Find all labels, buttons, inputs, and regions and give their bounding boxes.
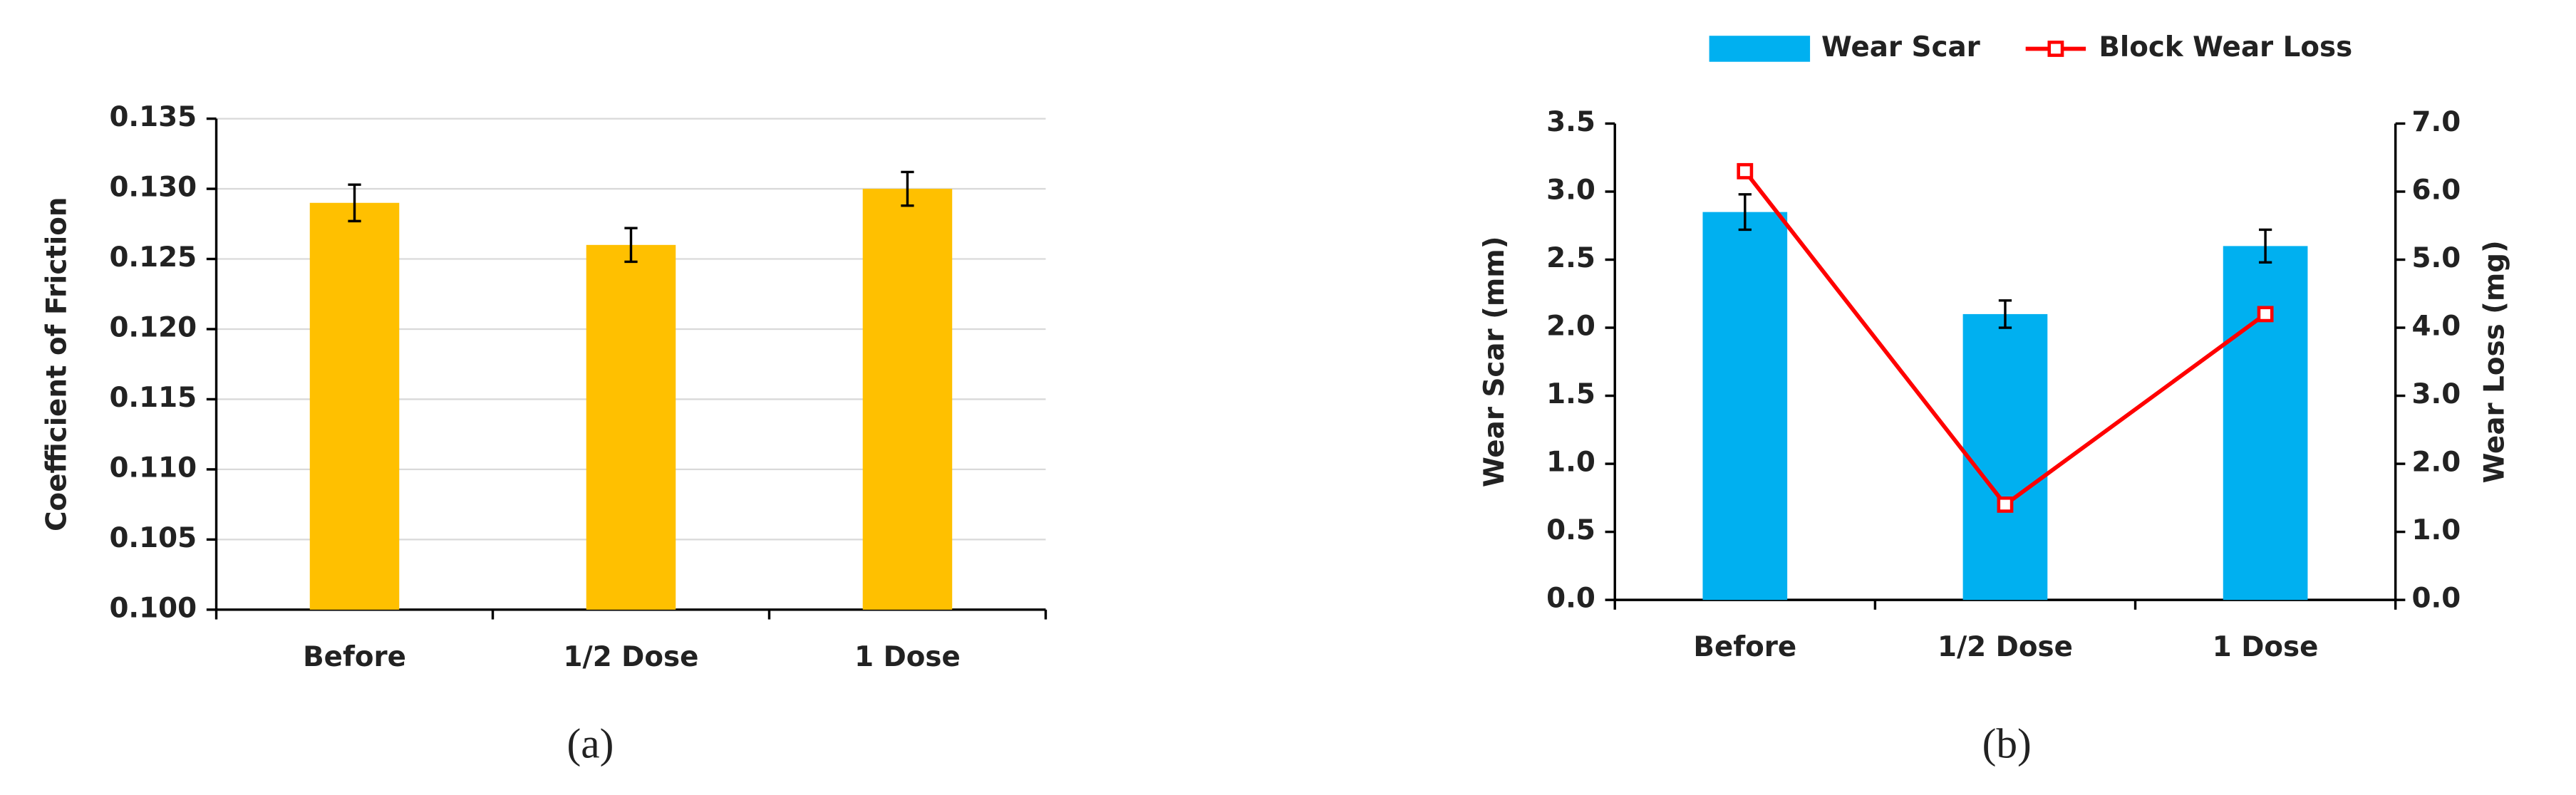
y-tick-label: 1.5 <box>1546 378 1595 410</box>
y-tick-label: 0.130 <box>109 172 197 204</box>
x-tick-label: 1 Dose <box>2213 631 2319 663</box>
x-tick-label: 1/2 Dose <box>564 641 699 673</box>
bar <box>2223 246 2308 601</box>
y2-tick-label: 0.0 <box>2412 583 2461 615</box>
y-tick-label: 2.5 <box>1546 242 1595 274</box>
bar <box>1702 212 1788 601</box>
legend-marker <box>2047 41 2064 57</box>
y-tick-label: 0.120 <box>109 311 197 343</box>
legend-label: Block Wear Loss <box>2099 31 2352 63</box>
error-bar <box>348 183 361 223</box>
y-tick-label: 0.125 <box>109 241 197 274</box>
y2-tick-label: 4.0 <box>2412 311 2461 343</box>
caption: (b) <box>1982 719 2032 767</box>
y2-tick-label: 5.0 <box>2412 242 2461 274</box>
x-tick-label: Before <box>303 641 406 673</box>
error-bar <box>1998 299 2012 329</box>
legend-swatch <box>1709 36 1811 62</box>
legend-label: Wear Scar <box>1821 31 1981 63</box>
y2-tick-label: 3.0 <box>2412 378 2461 410</box>
x-tick-label: 1/2 Dose <box>1938 631 2073 663</box>
y-tick-label: 0.115 <box>109 382 197 414</box>
y2-tick-label: 6.0 <box>2412 174 2461 206</box>
error-bar <box>624 227 638 264</box>
caption: (a) <box>567 719 614 767</box>
y-tick-label: 1.0 <box>1546 447 1595 479</box>
y-tick-label: 3.5 <box>1546 106 1595 138</box>
y-tick-label: 0.5 <box>1546 514 1595 546</box>
y2-axis-label: Wear Loss (mg) <box>2479 240 2511 483</box>
line-marker <box>1737 162 1754 180</box>
y-tick-label: 0.105 <box>109 522 197 554</box>
error-bar <box>2258 228 2272 264</box>
y2-tick-label: 7.0 <box>2412 106 2461 138</box>
line-marker <box>2257 306 2274 323</box>
x-tick-label: Before <box>1693 631 1796 663</box>
background <box>13 0 2563 795</box>
y-tick-label: 0.110 <box>109 452 197 484</box>
y-tick-label: 3.0 <box>1546 174 1595 206</box>
error-bar <box>1738 193 1752 232</box>
x-tick-label: 1 Dose <box>854 641 961 673</box>
y-tick-label: 0.135 <box>109 101 197 133</box>
y-axis-label: Wear Scar (mm) <box>1479 237 1511 487</box>
y-tick-label: 0.100 <box>109 592 197 624</box>
bar <box>309 202 400 610</box>
bar <box>1962 313 2048 601</box>
bar <box>586 244 676 610</box>
y-tick-label: 0.0 <box>1546 583 1595 615</box>
bar <box>862 189 953 610</box>
y2-tick-label: 2.0 <box>2412 447 2461 479</box>
error-bar <box>901 170 914 207</box>
line-marker <box>1997 496 2014 513</box>
y2-tick-label: 1.0 <box>2412 514 2461 546</box>
y-axis-label: Coefficient of Friction <box>41 197 73 531</box>
y-tick-label: 2.0 <box>1546 311 1595 343</box>
